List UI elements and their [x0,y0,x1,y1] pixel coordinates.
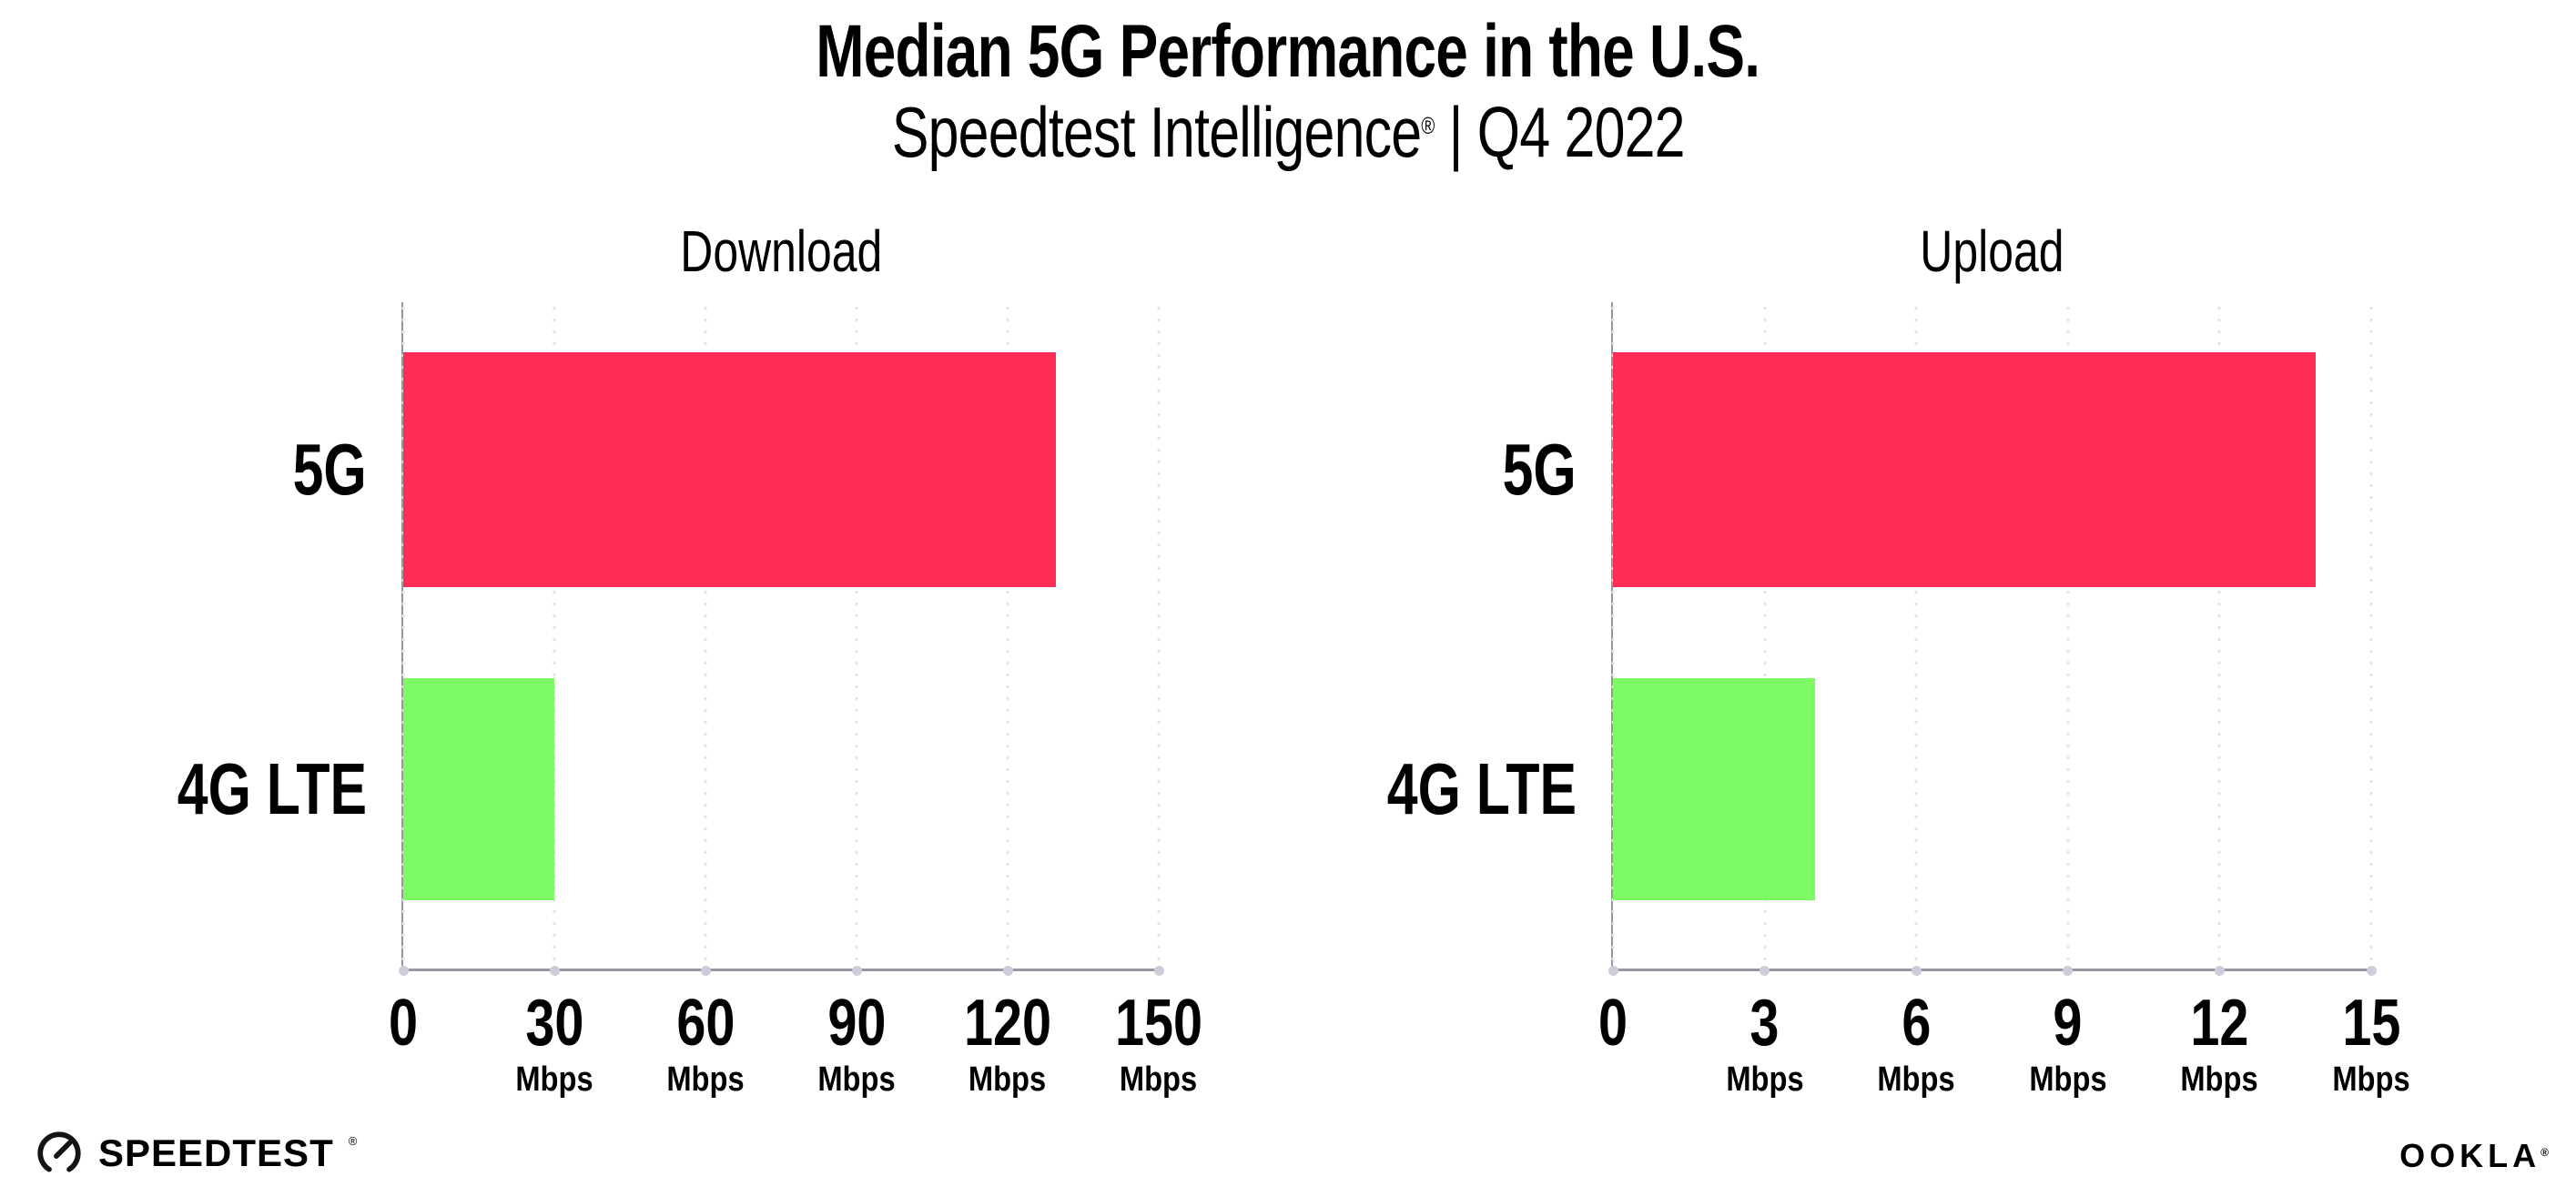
speedtest-logo: SPEEDTEST ® [35,1129,357,1178]
axis-tick-dot [851,966,862,976]
axis-tick-dot [2214,966,2225,976]
tick-value: 30 [524,987,584,1060]
speedtest-wordmark: SPEEDTEST [98,1131,334,1174]
gridline [2065,302,2070,970]
download-chart: Download 5G 4G LTE 0 30 Mbps 60 Mbps 90 Mbps 120… [137,218,1202,1138]
gridline [1157,302,1161,970]
tick-value: 90 [827,987,887,1060]
axis-tick-dot [700,966,711,976]
page-subtitle: Speedtest Intelligence® | Q4 2022 [0,96,2576,167]
x-tick-label: 150 Mbps [1104,987,1213,1099]
speedtest-gauge-icon [37,1131,81,1175]
tick-unit: Mbps [515,1060,593,1099]
tick-value: 3 [1749,987,1780,1060]
subtitle-period: | Q4 2022 [1434,92,1685,172]
speedtest-registered-mark: ® [348,1133,358,1148]
gridline [553,302,556,970]
gridline [401,302,405,970]
axis-tick-dot [1153,966,1164,976]
gridline [1762,302,1767,970]
tick-unit: Mbps [1120,1060,1198,1099]
category-label-4g-lte: 4G LTE [1386,747,1577,829]
tick-unit: Mbps [2180,1060,2259,1099]
bar-4g-lte [1613,677,1816,900]
tick-unit: Mbps [817,1060,896,1099]
upload-category-labels: 5G 4G LTE [1346,302,1577,970]
gridline [2217,302,2222,970]
download-category-labels: 5G 4G LTE [137,302,367,970]
tick-value: 120 [963,987,1052,1060]
axis-tick-dot [1760,966,1770,976]
axis-tick-dot [398,966,409,976]
x-tick-label: 9 Mbps [2023,987,2113,1099]
category-label-5g: 5G [1502,429,1577,511]
x-axis-line [1611,969,2371,971]
category-label-4g-lte: 4G LTE [177,747,367,829]
tick-unit: Mbps [969,1060,1047,1099]
tick-unit: Mbps [1725,1060,1804,1099]
tick-value: 0 [388,987,419,1060]
upload-plot-area: 0 3 Mbps 6 Mbps 9 Mbps 12 Mbps 15 Mbps [1598,302,2410,1097]
tick-unit: Mbps [2029,1060,2107,1099]
bar-5g [403,352,1056,588]
ookla-registered-mark: ® [2541,1146,2549,1159]
download-chart-title: Download [679,218,883,284]
page-title: Median 5G Performance in the U.S. [0,15,2576,89]
tick-value: 15 [2341,987,2401,1060]
x-tick-label: 30 Mbps [509,987,599,1099]
gridline [2369,302,2373,970]
axis-tick-dot [549,966,560,976]
x-tick-label: 60 Mbps [660,987,750,1099]
tick-value: 12 [2190,987,2249,1060]
tick-value: 150 [1114,987,1203,1060]
x-tick-label: 6 Mbps [1871,987,1962,1099]
x-tick-label: 0 [1595,987,1631,1060]
gridline [1914,302,1919,970]
axis-tick-dot [2366,966,2377,976]
x-axis-line [401,969,1159,971]
x-tick-label: 0 [385,987,421,1060]
tick-unit: Mbps [2332,1060,2410,1099]
gridline [1006,302,1009,970]
upload-chart-title: Upload [1920,218,2064,284]
registered-trademark-mark: ® [1421,112,1435,140]
gridline [855,302,858,970]
category-label-5g: 5G [292,429,367,511]
x-tick-label: 12 Mbps [2175,987,2265,1099]
gridline [704,302,707,970]
x-tick-label: 120 Mbps [953,987,1062,1099]
ookla-wordmark: OOKLA [2399,1137,2541,1174]
x-tick-label: 15 Mbps [2326,987,2416,1099]
bar-5g [1613,352,2316,588]
ookla-logo: OOKLA® [2399,1140,2549,1172]
axis-tick-dot [1002,966,1013,976]
page-title-text: Median 5G Performance in the U.S. [816,10,1761,93]
download-plot-area: 0 30 Mbps 60 Mbps 90 Mbps 120 Mbps 150 Mbps [389,302,1202,1097]
axis-tick-dot [2063,966,2074,976]
axis-tick-dot [1911,966,1922,976]
tick-value: 60 [675,987,735,1060]
x-tick-label: 90 Mbps [811,987,901,1099]
x-tick-label: 3 Mbps [1719,987,1810,1099]
tick-unit: Mbps [1877,1060,1955,1099]
gridline [1611,302,1615,970]
upload-chart: Upload 5G 4G LTE 0 3 Mbps 6 Mbps 9 Mbps 12 Mbps 15… [1346,218,2410,1138]
axis-tick-dot [1607,966,1618,976]
tick-value: 9 [2053,987,2083,1060]
tick-unit: Mbps [666,1060,745,1099]
subtitle-brand: Speedtest Intelligence [891,92,1422,172]
tick-value: 0 [1597,987,1628,1060]
bar-4g-lte [403,677,554,900]
tick-value: 6 [1902,987,1932,1060]
